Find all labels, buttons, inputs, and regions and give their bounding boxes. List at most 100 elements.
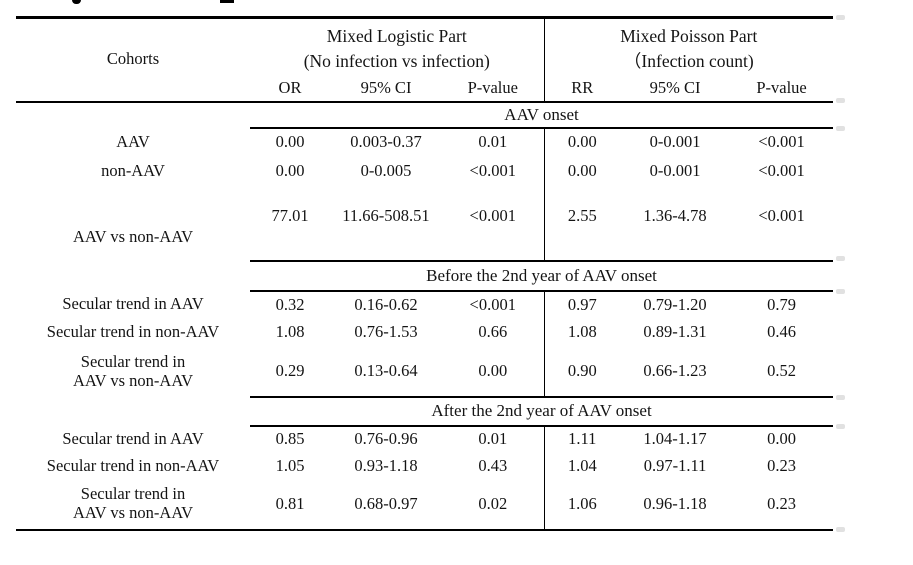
value-cell: <0.001 [758, 132, 805, 152]
value-cell: 0.00 [567, 160, 597, 180]
value-cell: 1.08 [275, 322, 305, 342]
group-subtitle-poisson: （Infection count) [623, 51, 754, 72]
data-row: Secular trend in AAV 0.85 0.76-0.96 0.01… [16, 425, 833, 453]
value-cell: 0.13-0.64 [354, 360, 418, 380]
value-cell: <0.001 [758, 206, 805, 226]
group-header-row: Cohorts Mixed Logistic Part (No infectio… [16, 16, 834, 103]
value-cell: 0.81 [250, 479, 330, 531]
cropped-caption-fragment [220, 0, 234, 3]
value-cell: 0.66-1.23 [643, 360, 707, 380]
value-cell: 0.00 [275, 132, 305, 152]
value-cell: 0.90 [567, 360, 597, 380]
section-band-row: Before the 2nd year of AAV onset [16, 259, 834, 292]
cohort-label: Secular trend in non-AAV [46, 322, 220, 342]
column-header-pvalue: P-value [730, 76, 834, 103]
cohort-label-line2: AAV vs non-AAV [72, 503, 194, 522]
column-header-pvalue: P-value [442, 76, 545, 103]
column-header-rr: RR [544, 76, 621, 103]
scan-artifact [836, 256, 845, 261]
scan-artifact [836, 527, 845, 532]
data-row: Secular trend in AAV 0.32 0.16-0.62 <0.0… [16, 290, 833, 319]
value-cell: 0.01 [442, 127, 545, 157]
cohort-label-line2: AAV vs non-AAV [72, 370, 194, 390]
section-band-row: AAV onset [16, 101, 834, 129]
scan-artifact [836, 289, 845, 294]
value-cell: <0.001 [758, 160, 805, 180]
value-cell: 0.85 [275, 429, 305, 449]
value-cell: 0.93-1.18 [354, 455, 418, 475]
group-title-poisson: Mixed Poisson Part [620, 25, 758, 46]
value-cell: 0.23 [730, 479, 834, 531]
value-cell: <0.001 [442, 185, 545, 261]
value-cell: 0.02 [442, 479, 545, 531]
value-cell: 0.01 [442, 425, 545, 453]
data-row: non-AAV 0.00 0-0.005 <0.001 0.00 0-0.001… [16, 156, 833, 186]
data-row: Secular trend in AAV vs non-AAV 0.29 0.1… [16, 346, 833, 397]
value-cell: 0.23 [767, 455, 796, 475]
scan-artifact [836, 98, 845, 103]
value-cell: 0.00 [275, 160, 305, 180]
group-header-poisson: Mixed Poisson Part （Infection count) [544, 16, 834, 77]
cohort-label-line1: Secular trend in [80, 484, 186, 504]
value-cell: 0.96-1.18 [620, 479, 731, 531]
value-cell: 1.11 [568, 429, 597, 449]
value-cell: 0.00 [442, 346, 545, 397]
group-header-logistic: Mixed Logistic Part (No infection vs inf… [250, 16, 545, 77]
value-cell: 0.76-1.53 [354, 322, 418, 342]
group-subtitle-logistic: (No infection vs infection) [303, 51, 490, 72]
data-row: Secular trend in AAV vs non-AAV 0.81 0.6… [16, 479, 834, 531]
results-table: Cohorts Mixed Logistic Part (No infectio… [16, 16, 834, 531]
value-cell: 77.01 [271, 206, 309, 226]
cohorts-header: Cohorts [16, 16, 250, 103]
value-cell: 11.66-508.51 [342, 206, 430, 226]
value-cell: 0.68-0.97 [330, 479, 442, 531]
value-cell: 1.04-1.17 [643, 429, 707, 449]
value-cell: 0.16-0.62 [354, 294, 418, 314]
value-cell: <0.001 [442, 156, 545, 186]
value-cell: 2.55 [567, 206, 597, 226]
section-title: After the 2nd year of AAV onset [250, 395, 834, 427]
value-cell: 0.00 [567, 132, 597, 152]
column-header-ci: 95% CI [620, 76, 731, 103]
value-cell: 0.79 [767, 294, 796, 314]
cohort-label-line1: Secular trend in [80, 351, 186, 371]
value-cell: 1.36-4.78 [643, 206, 707, 226]
value-cell: 0-0.005 [360, 160, 412, 180]
value-cell: <0.001 [442, 290, 545, 319]
column-header-ci: 95% CI [330, 76, 442, 103]
cohort-label: Secular trend in AAV [62, 428, 204, 448]
data-row: AAV vs non-AAV 77.01 11.66-508.51 <0.001… [16, 185, 833, 261]
column-header-or: OR [250, 76, 330, 103]
value-cell: 0.66 [442, 318, 545, 347]
cohort-label: AAV vs non-AAV [72, 226, 194, 246]
cropped-caption-fragment [72, 0, 81, 4]
scan-artifact [836, 126, 845, 131]
scan-artifact [836, 395, 845, 400]
value-cell: 0.97-1.11 [643, 455, 707, 475]
value-cell: 0.003-0.37 [350, 132, 422, 152]
value-cell: 0.00 [767, 429, 796, 449]
section-title: AAV onset [250, 101, 834, 129]
cohort-label: non-AAV [101, 160, 165, 180]
value-cell: 1.06 [544, 479, 621, 531]
value-cell: 0.76-0.96 [354, 429, 418, 449]
cohort-label: Secular trend in non-AAV [46, 455, 220, 475]
data-row: Secular trend in non-AAV 1.05 0.93-1.18 … [16, 452, 833, 480]
cohort-label: Secular trend in AAV [62, 294, 204, 314]
value-cell: 0.79-1.20 [643, 294, 707, 314]
value-cell: 0.43 [442, 452, 545, 480]
cohort-label: Secular trend in AAV vs non-AAV [16, 479, 250, 531]
value-cell: 0.89-1.31 [643, 322, 707, 342]
value-cell: 0.97 [567, 294, 597, 314]
band-spacer [16, 261, 250, 291]
value-cell: 1.04 [567, 455, 597, 475]
data-row: Secular trend in non-AAV 1.08 0.76-1.53 … [16, 318, 833, 347]
section-band-row: After the 2nd year of AAV onset [16, 395, 834, 427]
column-labels-row: OR 95% CI P-value RR 95% CI P-value [16, 76, 834, 103]
value-cell: 0.46 [767, 322, 796, 342]
value-cell: 0.32 [275, 294, 305, 314]
band-spacer [16, 397, 250, 426]
value-cell: 0-0.001 [649, 132, 701, 152]
value-cell: 0.29 [275, 360, 305, 380]
